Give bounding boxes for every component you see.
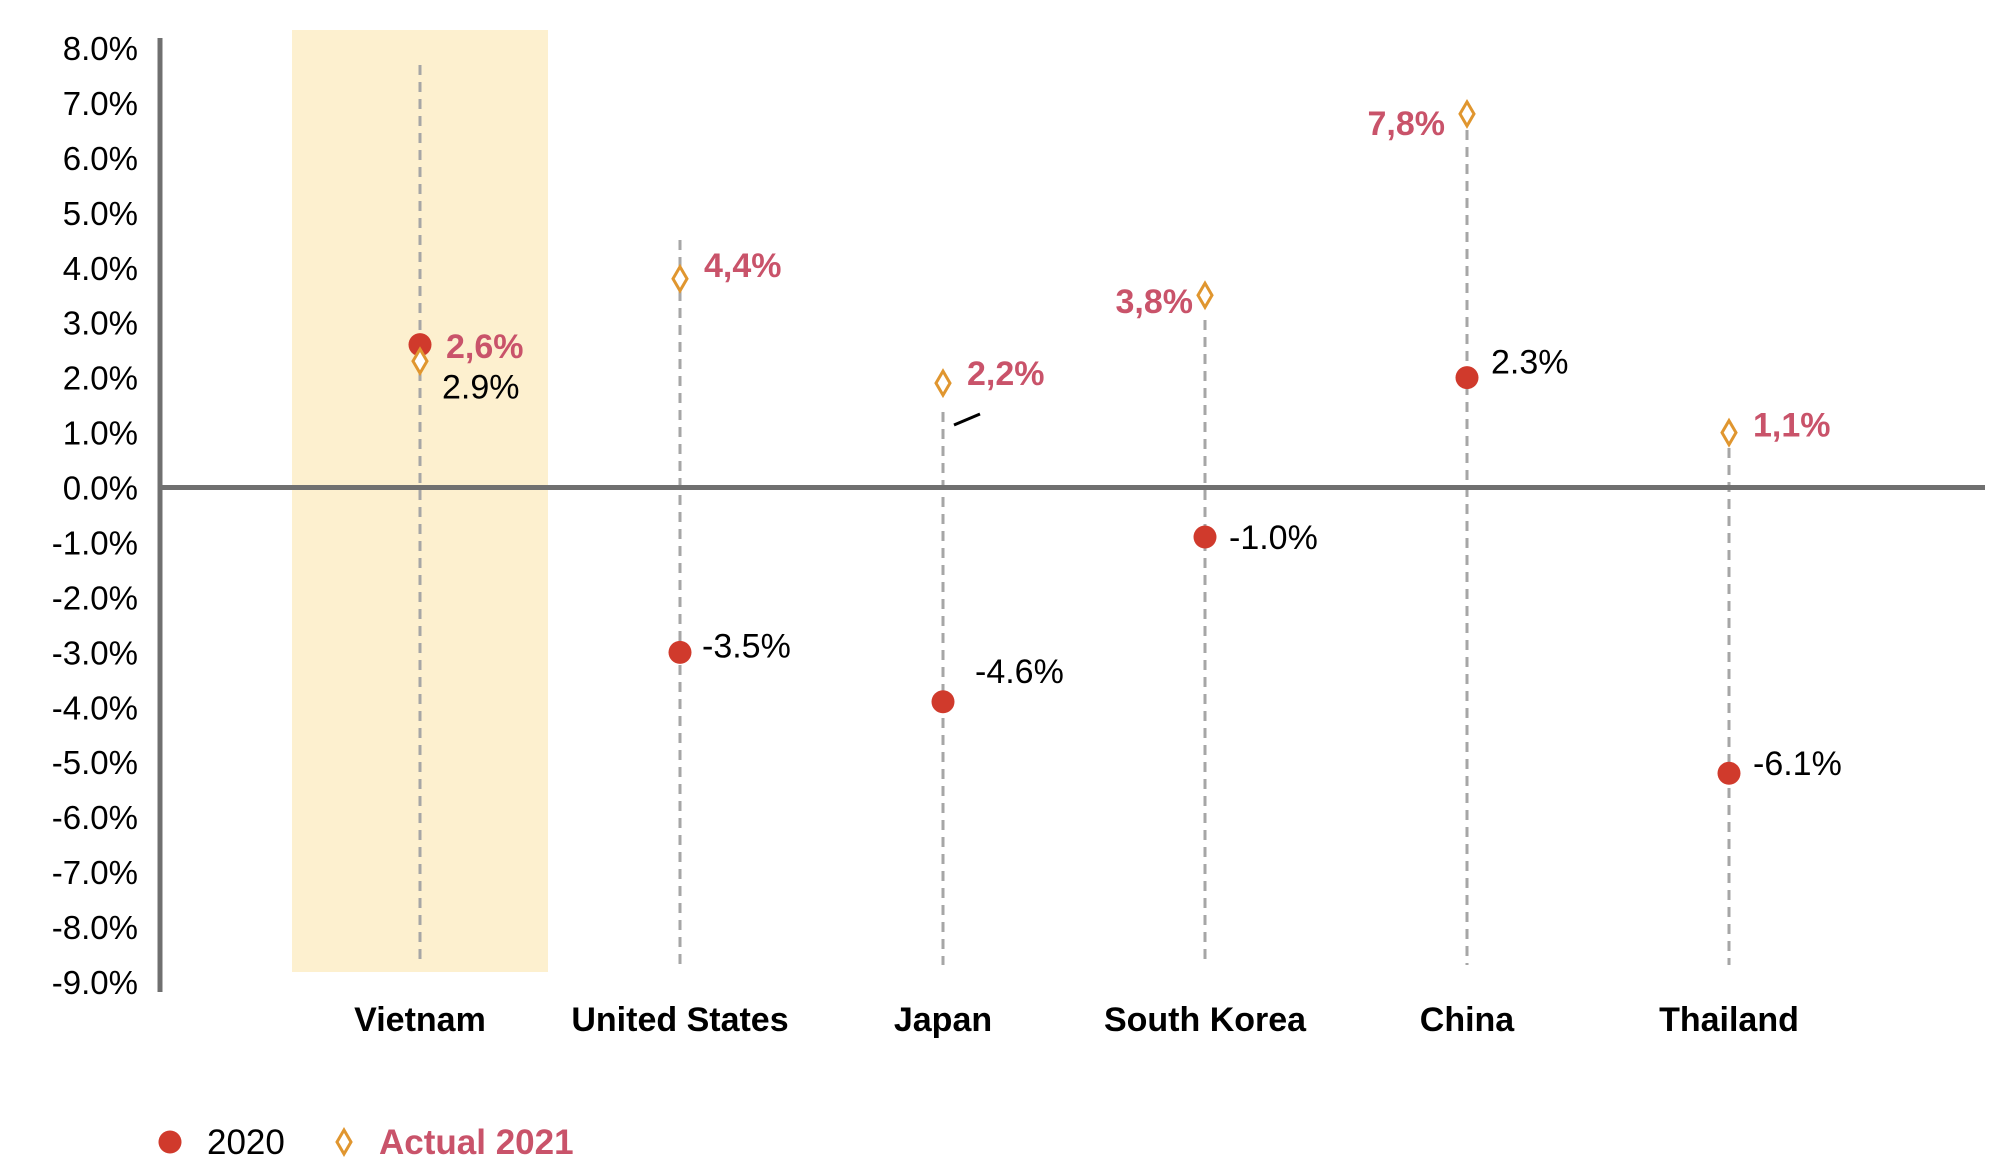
data-label-actual-2021-china: 7,8% bbox=[1368, 105, 1446, 143]
category-label-china: China bbox=[1420, 1001, 1516, 1039]
point-actual-2021-japan bbox=[934, 368, 952, 399]
data-label-actual-2021-united-states: 4,4% bbox=[704, 247, 782, 285]
y-tick-label: 7.0% bbox=[63, 85, 138, 122]
point-actual-2021-china bbox=[1458, 98, 1476, 129]
y-tick-label: -5.0% bbox=[52, 744, 138, 781]
category-label-vietnam: Vietnam bbox=[354, 1001, 486, 1039]
legend-circle-icon bbox=[158, 1130, 182, 1154]
y-tick-label: 6.0% bbox=[63, 140, 138, 177]
y-tick-label: 5.0% bbox=[63, 195, 138, 232]
legend-diamond-icon bbox=[335, 1127, 353, 1157]
data-label-actual-2021-thailand: 1,1% bbox=[1753, 407, 1831, 445]
legend-label-actual-2021: Actual 2021 bbox=[379, 1123, 574, 1162]
legend-label-2020: 2020 bbox=[207, 1123, 285, 1162]
point-2020-japan bbox=[931, 690, 955, 714]
legend: 2020 Actual 2021 bbox=[158, 1123, 574, 1162]
data-label-2020-south-korea: -1.0% bbox=[1229, 519, 1318, 557]
point-actual-2021-united-states bbox=[671, 263, 689, 294]
point-2020-china bbox=[1455, 366, 1479, 390]
y-tick-label: -2.0% bbox=[52, 579, 138, 616]
data-label-2020-japan: -4.6% bbox=[975, 653, 1064, 691]
data-label-2020-vietnam: 2.9% bbox=[442, 369, 520, 407]
y-tick-label: -1.0% bbox=[52, 524, 138, 561]
y-tick-label: 1.0% bbox=[63, 415, 138, 452]
point-actual-2021-thailand bbox=[1720, 417, 1738, 448]
y-tick-label: 0.0% bbox=[63, 470, 138, 507]
y-tick-label: -4.0% bbox=[52, 689, 138, 726]
category-label-south-korea: South Korea bbox=[1104, 1001, 1307, 1039]
point-actual-2021-vietnam bbox=[411, 346, 429, 377]
data-label-2020-thailand: -6.1% bbox=[1753, 745, 1842, 783]
data-label-2020-united-states: -3.5% bbox=[702, 627, 791, 665]
japan-leader-line bbox=[953, 412, 981, 427]
point-2020-thailand bbox=[1717, 761, 1741, 785]
data-label-2020-china: 2.3% bbox=[1491, 344, 1569, 382]
data-label-actual-2021-vietnam: 2,6% bbox=[446, 328, 524, 366]
y-tick-label: -7.0% bbox=[52, 854, 138, 891]
data-label-actual-2021-japan: 2,2% bbox=[967, 355, 1045, 393]
y-tick-label: 2.0% bbox=[63, 360, 138, 397]
y-tick-label: 8.0% bbox=[63, 30, 138, 67]
y-tick-label: 4.0% bbox=[63, 250, 138, 287]
y-tick-label: -9.0% bbox=[52, 964, 138, 1001]
y-tick-label: -3.0% bbox=[52, 634, 138, 671]
point-actual-2021-south-korea bbox=[1196, 280, 1214, 311]
y-tick-label: -6.0% bbox=[52, 799, 138, 836]
point-2020-vietnam bbox=[408, 333, 432, 357]
category-label-united-states: United States bbox=[571, 1001, 788, 1039]
category-label-thailand: Thailand bbox=[1659, 1001, 1799, 1039]
point-2020-south-korea bbox=[1193, 525, 1217, 549]
point-2020-united-states bbox=[668, 640, 692, 664]
data-label-actual-2021-south-korea: 3,8% bbox=[1116, 283, 1194, 321]
category-label-japan: Japan bbox=[894, 1001, 992, 1039]
y-tick-label: 3.0% bbox=[63, 305, 138, 342]
y-tick-label: -8.0% bbox=[52, 909, 138, 946]
